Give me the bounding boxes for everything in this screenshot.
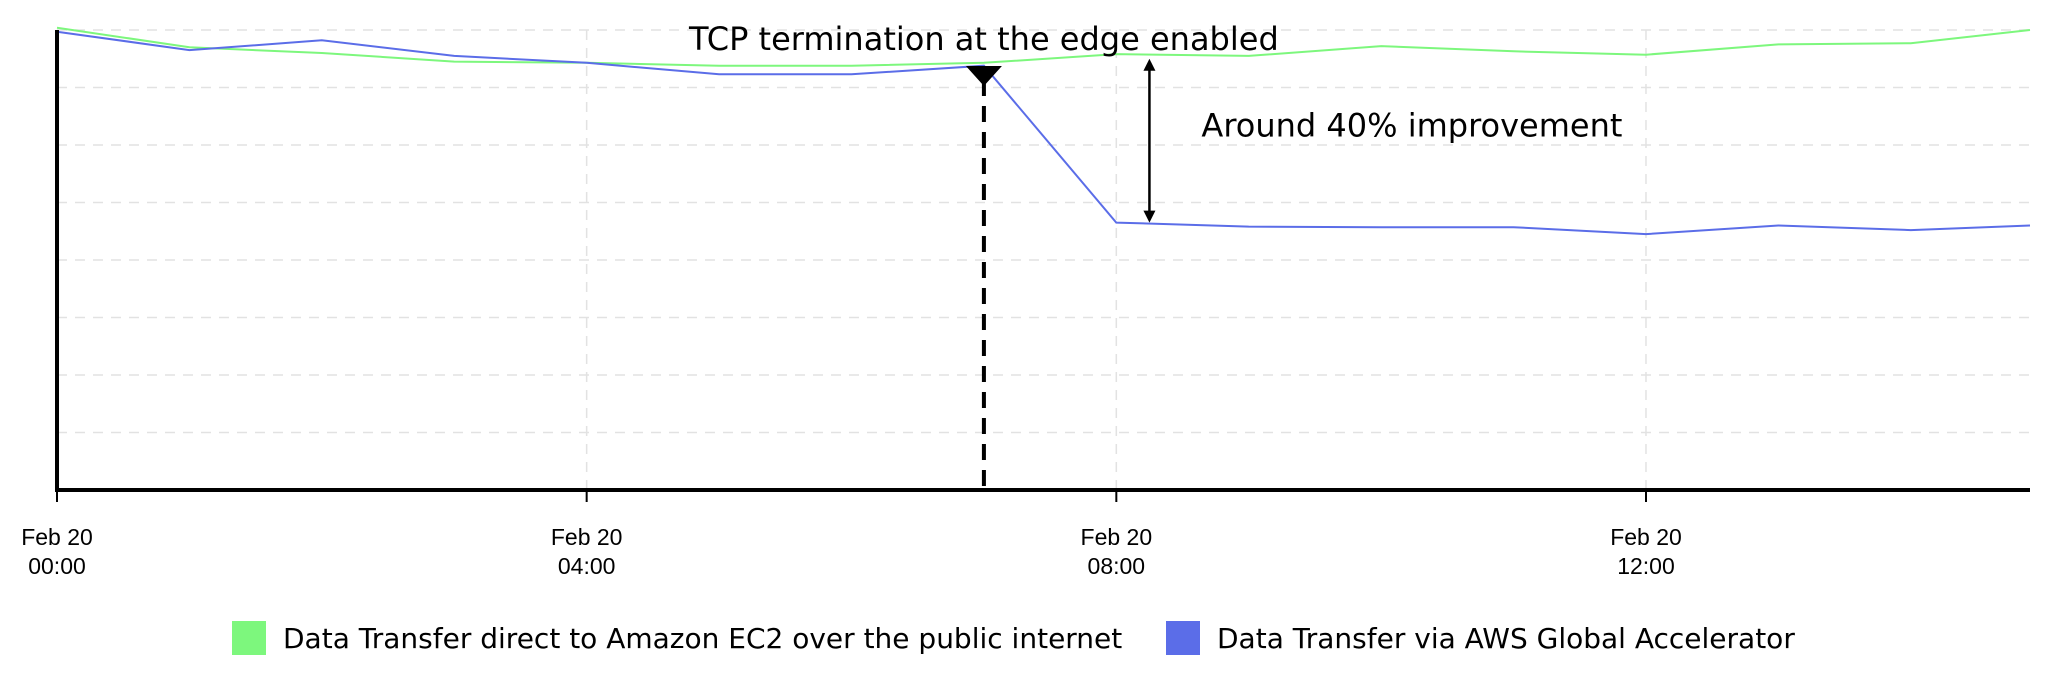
series-line-2: [56, 30, 2031, 236]
x-tick-label-date: Feb 20: [551, 524, 623, 550]
x-tick-label-date: Feb 20: [1081, 524, 1153, 550]
x-tick-label-time: 04:00: [558, 553, 616, 579]
x-ticks: Feb 20 00:00 Feb 20 04:00 Feb 20 08:00 Feb 20 1…: [21, 490, 1682, 579]
x-tick-label-time: 12:00: [1617, 553, 1675, 579]
improvement-label: Around 40% improvement: [1201, 107, 1622, 145]
x-tick-label-time: 08:00: [1088, 553, 1146, 579]
x-tick-label-date: Feb 20: [21, 524, 93, 550]
legend-label: Data Transfer direct to Amazon EC2 over …: [283, 622, 1122, 655]
event-triangle-marker: [965, 66, 1002, 86]
legend-swatch: [1166, 621, 1200, 655]
x-tick-label-time: 00:00: [28, 553, 86, 579]
series-line-1: [56, 26, 2031, 67]
improvement-annotation: Around 40% improvement: [1143, 58, 1622, 223]
series-layer: [56, 26, 2031, 236]
legend: Data Transfer direct to Amazon EC2 over …: [232, 621, 1795, 655]
grid: [57, 29, 2030, 490]
legend-label: Data Transfer via AWS Global Accelerator: [1217, 622, 1795, 655]
event-annotation: TCP termination at the edge enabled: [688, 20, 1279, 490]
legend-swatch: [232, 621, 266, 655]
axes: [55, 30, 2030, 492]
event-label: TCP termination at the edge enabled: [688, 20, 1279, 58]
x-tick-label-date: Feb 20: [1610, 524, 1682, 550]
